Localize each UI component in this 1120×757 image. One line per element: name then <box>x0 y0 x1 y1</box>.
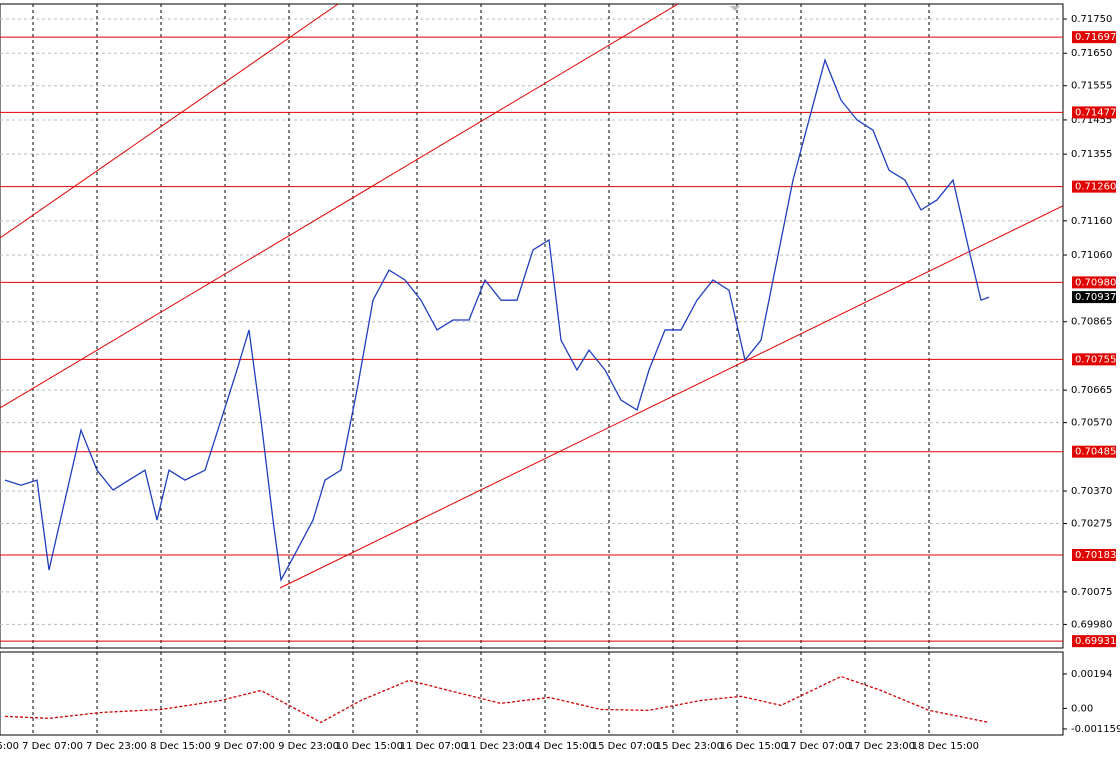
y-tick-label: 0.71060 <box>1071 250 1112 261</box>
y-tick-label: 0.71555 <box>1071 81 1112 92</box>
last-price-label: 0.70937 <box>1075 292 1116 303</box>
last-price-box <box>1072 291 1116 304</box>
x-tick-label: 11 Dec 07:00 <box>400 741 467 752</box>
trendlines <box>0 4 1063 589</box>
level-label-box <box>1072 276 1116 289</box>
x-tick-label: 11 Dec 23:00 <box>464 741 531 752</box>
channel-lower <box>279 205 1063 589</box>
y-tick-label: 0.71355 <box>1071 149 1112 160</box>
level-label-box <box>1072 445 1116 458</box>
y-tick-label: 0.70275 <box>1071 519 1112 530</box>
level-label: 0.70980 <box>1075 277 1116 288</box>
y-tick-label: 0.70665 <box>1071 385 1112 396</box>
level-label: 0.71697 <box>1075 32 1116 43</box>
level-label: 0.71477 <box>1075 107 1116 118</box>
x-tick-label: 15 Dec 23:00 <box>656 741 723 752</box>
y-tick-label: 0.70865 <box>1071 317 1112 328</box>
level-label-box <box>1072 106 1116 119</box>
y-tick-label: 0.00 <box>1071 703 1093 714</box>
level-label: 0.70183 <box>1075 550 1116 561</box>
x-tick-label: 10 Dec 15:00 <box>336 741 403 752</box>
level-label: 0.70755 <box>1075 354 1116 365</box>
price-line <box>4 675 990 724</box>
y-tick-label: 0.70075 <box>1071 587 1112 598</box>
level-label: 0.70485 <box>1075 447 1116 458</box>
y-tick-label: 0.70370 <box>1071 486 1112 497</box>
level-label-box <box>1072 180 1116 193</box>
x-tick-label: 17 Dec 07:00 <box>784 741 851 752</box>
y-tick-label: -0.001159 <box>1071 724 1120 735</box>
shift-marker <box>730 6 740 11</box>
x-tick-label: 8 Dec 15:00 <box>150 741 211 752</box>
x-tick-label: 17 Dec 23:00 <box>848 741 915 752</box>
y-tick-label: 0.71750 <box>1071 14 1112 25</box>
indicator-panel <box>0 651 1064 736</box>
level-label-box <box>1072 548 1116 561</box>
level-label-box <box>1072 31 1116 44</box>
x-tick-label: 14 Dec 15:00 <box>528 741 595 752</box>
channel-middle <box>0 4 679 409</box>
x-tick-label: 7 Dec 07:00 <box>22 741 83 752</box>
x-tick-label: 18 Dec 15:00 <box>912 741 979 752</box>
x-tick-label: 9 Dec 07:00 <box>214 741 275 752</box>
x-tick-label: 9 Dec 23:00 <box>278 741 339 752</box>
level-label-box <box>1072 353 1116 366</box>
price-line <box>4 58 990 583</box>
channel-upper <box>0 4 339 239</box>
y-tick-label: 0.71650 <box>1071 48 1112 59</box>
x-tick-label: 15 Dec 07:00 <box>592 741 659 752</box>
x-tick-label: 7 Dec 23:00 <box>86 741 147 752</box>
y-tick-label: 0.71160 <box>1071 216 1112 227</box>
y-tick-label: 0.71455 <box>1071 115 1112 126</box>
x-tick-label: 16 Dec 15:00 <box>720 741 787 752</box>
level-label: 0.71260 <box>1075 182 1116 193</box>
level-label: 0.69931 <box>1075 636 1116 647</box>
y-tick-label: 0.69980 <box>1071 619 1112 630</box>
x-tick-label: 5:00 <box>0 741 19 752</box>
y-tick-label: 0.70570 <box>1071 418 1112 429</box>
level-label-box <box>1072 635 1116 648</box>
main-panel <box>0 3 1064 649</box>
y-tick-label: 0.00194 <box>1071 669 1112 680</box>
